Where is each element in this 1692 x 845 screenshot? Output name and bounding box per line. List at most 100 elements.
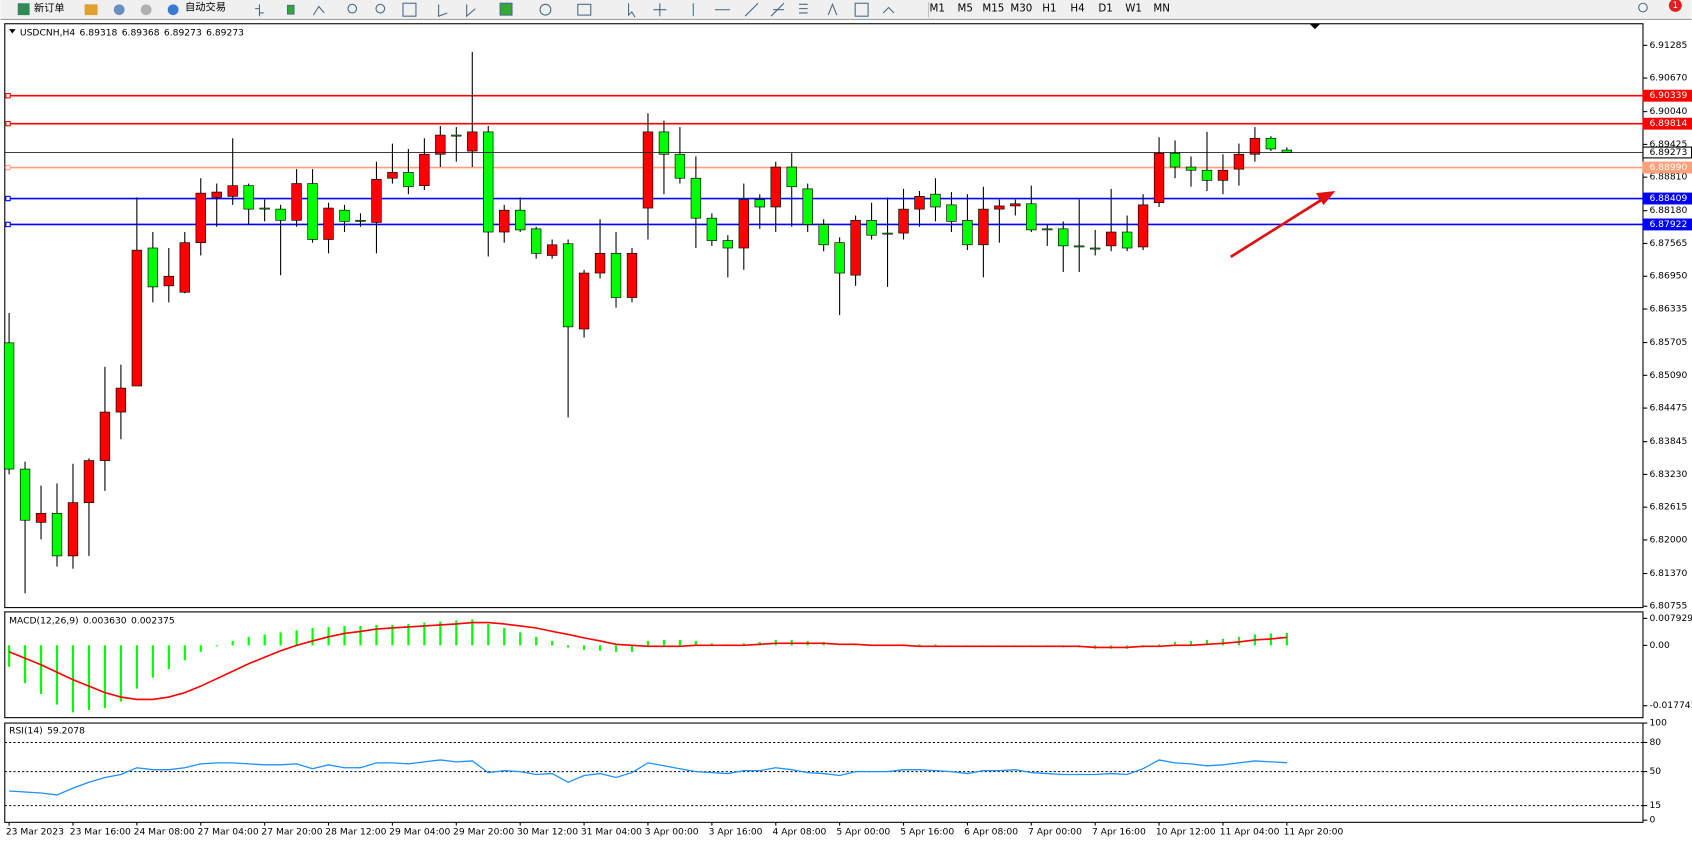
x-tick-label: 24 Mar 08:00 [134,827,195,838]
candle-body [259,207,270,210]
macd-bar [215,645,218,647]
y-tick-label: 6.83230 [1649,469,1687,480]
plot-layer: 6.91285 6.90670 6.90040 6.89425 6.88810 6.881… [3,40,1692,838]
icon[interactable] [827,2,838,16]
macd-bar [1221,638,1225,646]
candle-body [946,204,957,222]
icon[interactable] [744,2,759,17]
timeframe-button[interactable]: M1 [930,3,945,15]
y-tick-label: 6.89425 [1649,139,1687,150]
macd-bar [519,632,522,646]
icon[interactable] [539,3,552,16]
candle-body [307,183,318,240]
symbol: USDCNH,H4 [20,27,75,38]
icon[interactable] [799,3,808,14]
icon[interactable] [255,4,264,17]
timeframe-button[interactable]: D1 [1098,3,1112,15]
x-tick-label: 11 Apr 04:00 [1220,827,1280,838]
new-order-icon[interactable] [17,3,30,16]
icon[interactable] [438,4,448,17]
candle-body [211,191,222,198]
candle-body [1201,169,1213,181]
icon[interactable] [653,3,667,17]
header-high: 6.89368 [122,27,160,38]
y-tick-label: 6.82615 [1649,502,1687,513]
candle-body [722,240,734,249]
candle-body [1026,203,1037,231]
candle-body [1185,166,1197,171]
x-tick-label: 23 Mar 16:00 [70,827,131,838]
icon[interactable] [402,2,417,17]
search-icon[interactable] [1638,2,1648,13]
icon[interactable] [466,4,476,18]
arrow-shaft [1230,197,1325,258]
candle-body [339,209,350,222]
icon[interactable] [286,4,295,15]
macd-bar [439,621,442,646]
candle-body [530,228,542,254]
macd-bar [167,645,170,670]
timeframe-button[interactable]: M30 [1010,3,1032,15]
x-tick-label: 27 Mar 04:00 [198,827,259,838]
candle-body [115,387,127,413]
candle-body [962,219,973,246]
icon[interactable] [84,4,98,16]
icon[interactable] [628,3,636,18]
candle-body [147,247,159,288]
icon[interactable] [375,3,386,14]
y-tick-label: 0 [1649,815,1655,826]
timeframe-button[interactable]: M15 [982,3,1004,15]
macd-bar [598,645,602,651]
candle-body [67,502,79,557]
icon[interactable] [499,2,513,16]
y-tick-label: 6.88810 [1649,172,1687,183]
candle-body [706,217,718,241]
rsi-panel [4,722,1644,823]
candle-body [930,193,941,208]
macd-bar [103,645,107,708]
timeframe-button[interactable]: H1 [1042,3,1056,15]
rsi-title: RSI(14) [9,725,43,736]
icon[interactable] [854,2,869,17]
macd-bar [455,620,458,646]
icon[interactable] [577,3,592,16]
y-tick-label: 6.86950 [1649,271,1687,282]
icon[interactable] [113,4,125,16]
tool-icons[interactable] [255,2,1648,18]
toolbar-button[interactable]: 新订单 [34,2,65,15]
icon[interactable] [770,2,785,17]
y-tick-label: 6.83845 [1649,436,1687,447]
timeframe-button[interactable]: M5 [958,3,973,15]
icon[interactable] [312,5,325,16]
candle-body [866,219,877,236]
macd-bar [646,640,650,646]
macd-bar [678,639,681,646]
x-tick-label: 7 Apr 16:00 [1092,827,1146,838]
icon[interactable] [347,3,358,14]
candle-body [1121,231,1133,249]
macd-bar [614,645,618,652]
level-handle [5,93,11,99]
price-label: 6.88409 [1649,193,1687,204]
x-tick-label: 10 Apr 12:00 [1156,827,1216,838]
icon[interactable] [882,6,895,14]
x-tick-label: 28 Mar 12:00 [325,827,386,838]
x-tick-label: 29 Mar 04:00 [389,827,450,838]
notification-badge[interactable] [1668,0,1682,12]
timeframe-button[interactable]: W1 [1125,3,1142,15]
timeframe-button[interactable]: H4 [1070,3,1084,15]
candle-body [499,209,510,233]
candle-body [1074,245,1085,248]
y-tick-label: -0.017743 [1649,700,1692,711]
auto-trade-icon[interactable] [167,4,179,16]
candle-body [882,232,893,235]
macd-bar [151,645,154,678]
candle-body [1042,228,1053,231]
y-tick-label: 6.84475 [1649,403,1687,414]
candle-body [355,219,366,222]
timeframe-button[interactable]: MN [1153,3,1170,15]
icon[interactable] [140,4,152,16]
toolbar-button[interactable]: 自动交易 [185,1,226,14]
macd-bar [1205,639,1209,646]
